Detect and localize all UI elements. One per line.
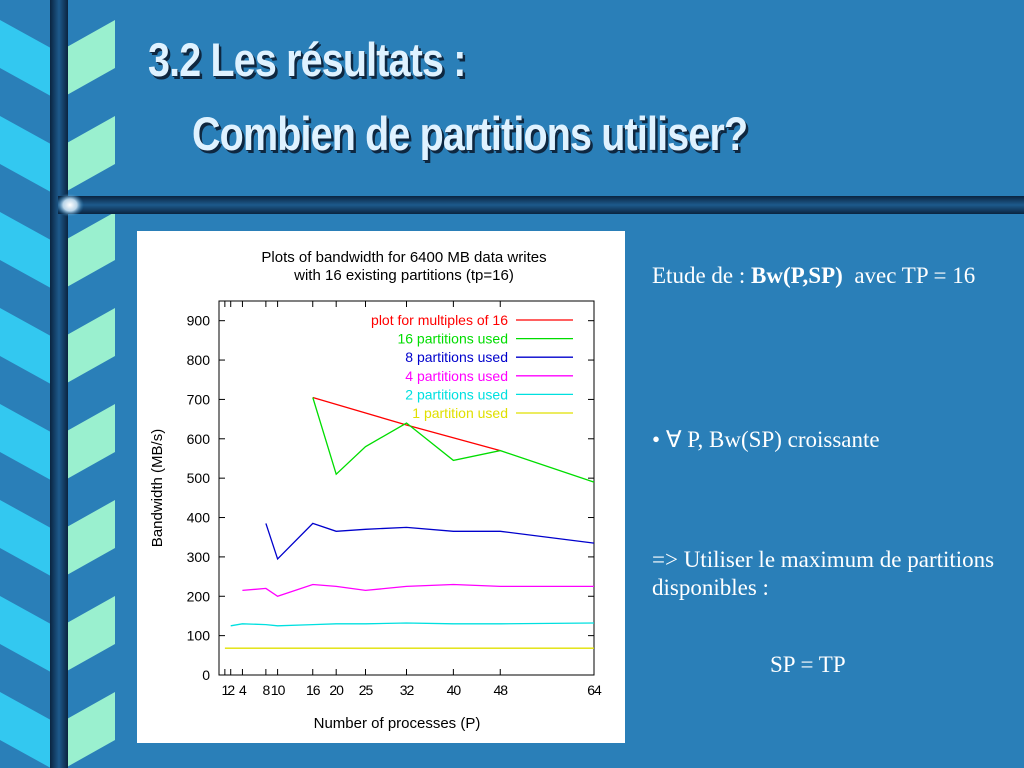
- x-tick-label: 10: [271, 682, 286, 698]
- bullet-symbol: •: [652, 427, 661, 452]
- x-tick-label: 16: [306, 682, 321, 698]
- x-tick-label: 2: [227, 682, 235, 698]
- study-text: Etude de : Bw(P,SP) avec TP = 16: [652, 262, 1020, 290]
- chart-title-line2: with 16 existing partitions (tp=16): [293, 267, 514, 284]
- y-tick-label: 400: [187, 510, 211, 526]
- y-axis-label: Bandwidth (MB/s): [149, 429, 166, 547]
- slide-title-line2: Combien de partitions utiliser?: [192, 107, 748, 160]
- series-line: [230, 622, 595, 627]
- x-tick-label: 25: [359, 682, 374, 698]
- study-suffix: avec TP = 16: [842, 263, 976, 288]
- x-axis-label: Number of processes (P): [314, 715, 481, 732]
- y-tick-label: 700: [187, 391, 211, 407]
- series-line: [312, 397, 595, 483]
- conclusion-text: => Utiliser le maximum de partitions dis…: [652, 547, 995, 600]
- ribbon-decoration: [0, 0, 115, 768]
- legend-label: 1 partition used: [412, 405, 508, 421]
- legend-label: 4 partitions used: [405, 368, 508, 384]
- y-axis: 0 100 200 300 400 500 600 700 800 900: [187, 313, 594, 683]
- x-axis: 1 2 4 8 10 16 20 25 32 40 48 64: [221, 301, 603, 698]
- horizontal-bar-decoration: [58, 193, 1024, 217]
- x-tick-label: 8: [262, 682, 270, 698]
- bullet-text: • ∀ P, Bw(SP) croissante: [652, 426, 880, 454]
- study-function: Bw(P,SP): [751, 263, 843, 288]
- series-line: [312, 396, 501, 452]
- x-tick-label: 20: [329, 682, 344, 698]
- x-tick-label: 40: [447, 682, 462, 698]
- x-tick-label: 64: [587, 682, 602, 698]
- x-tick-label: 4: [239, 682, 247, 698]
- y-tick-label: 900: [187, 313, 211, 329]
- y-tick-label: 200: [187, 588, 211, 604]
- legend-label: 2 partitions used: [405, 386, 508, 402]
- y-tick-label: 800: [187, 352, 211, 368]
- legend-label: 8 partitions used: [405, 349, 508, 365]
- study-prefix: Etude de :: [652, 263, 751, 288]
- x-tick-label: 1: [221, 682, 229, 698]
- bandwidth-chart: Plots of bandwidth for 6400 MB data writ…: [149, 249, 603, 732]
- chart-title-line1: Plots of bandwidth for 6400 MB data writ…: [261, 249, 546, 266]
- x-tick-label: 32: [400, 682, 415, 698]
- series-line: [265, 522, 595, 561]
- series-lines: [224, 396, 595, 649]
- legend-label: plot for multiples of 16: [371, 312, 508, 328]
- y-tick-label: 0: [202, 667, 210, 683]
- series-line: [242, 583, 594, 598]
- y-tick-label: 600: [187, 431, 211, 447]
- y-tick-label: 100: [187, 628, 211, 644]
- legend: plot for multiples of 16 16 partitions us…: [371, 312, 573, 421]
- y-tick-label: 500: [187, 470, 211, 486]
- slide-title-line1: 3.2 Les résultats :: [148, 33, 466, 86]
- formula-text: SP = TP: [770, 652, 846, 677]
- bullet-content: ∀ P, Bw(SP) croissante: [665, 427, 880, 452]
- y-tick-label: 300: [187, 549, 211, 565]
- legend-label: 16 partitions used: [397, 331, 508, 347]
- chart-panel: Plots of bandwidth for 6400 MB data writ…: [137, 231, 625, 743]
- x-tick-label: 48: [493, 682, 508, 698]
